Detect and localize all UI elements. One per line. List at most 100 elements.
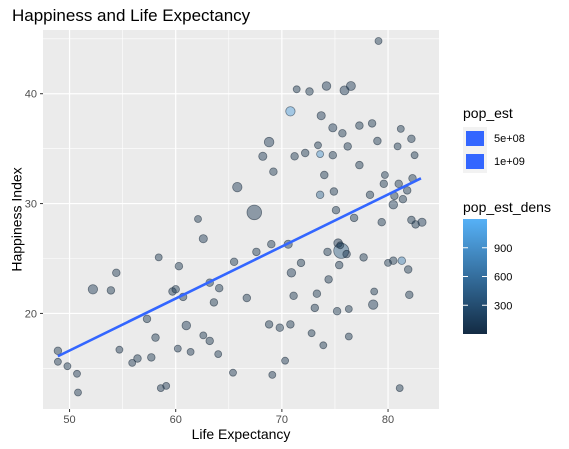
data-point <box>331 205 341 215</box>
data-points <box>53 37 427 397</box>
data-point <box>194 215 202 223</box>
data-point <box>335 260 344 270</box>
data-point <box>359 253 368 262</box>
data-point <box>321 81 332 91</box>
data-point <box>355 160 364 170</box>
data-point <box>214 350 223 359</box>
data-point <box>329 187 339 196</box>
data-point <box>345 81 356 91</box>
data-point <box>53 346 63 355</box>
data-point <box>405 290 414 299</box>
data-point <box>205 336 214 346</box>
data-point <box>380 171 389 179</box>
data-point <box>323 247 332 257</box>
y-tick-label: 20 <box>25 308 37 320</box>
data-point <box>186 347 195 356</box>
data-point <box>328 150 337 160</box>
data-point <box>312 289 322 298</box>
data-point <box>264 320 274 329</box>
data-point <box>54 357 62 366</box>
data-point <box>258 151 268 161</box>
data-point <box>296 258 306 268</box>
data-point <box>301 148 310 158</box>
data-point <box>173 344 182 353</box>
data-point <box>328 123 338 133</box>
data-point <box>349 213 359 223</box>
legend-size: pop_est 5e+08 1e+09 <box>463 105 525 173</box>
data-point <box>343 142 352 151</box>
data-point <box>403 186 412 195</box>
data-point <box>315 190 325 199</box>
data-point <box>275 323 284 332</box>
colorbar-ticks: 300 600 900 <box>463 243 512 312</box>
data-point <box>286 320 295 329</box>
data-point <box>305 87 314 96</box>
colorbar-label: 600 <box>494 272 512 284</box>
data-point <box>393 142 402 151</box>
data-point <box>106 286 116 295</box>
x-tick-label: 50 <box>63 414 75 426</box>
data-point <box>344 332 353 341</box>
chart-title: Happiness and Life Expectancy <box>12 6 251 25</box>
data-point <box>395 384 404 393</box>
data-point <box>281 356 290 365</box>
data-point <box>384 258 392 267</box>
legend-color-title: pop_est_dens <box>463 199 551 215</box>
data-point <box>333 238 343 248</box>
data-point <box>404 265 413 274</box>
data-point <box>252 247 261 257</box>
data-point <box>397 256 406 265</box>
trend-line <box>57 177 422 358</box>
data-point <box>316 150 325 159</box>
data-point <box>162 381 171 390</box>
data-point <box>290 152 299 161</box>
x-tick-label: 60 <box>170 414 182 426</box>
data-point <box>112 268 121 277</box>
data-point <box>394 179 403 188</box>
legend-size-swatch <box>466 131 484 146</box>
data-point <box>396 124 405 133</box>
data-point <box>324 275 333 284</box>
data-point <box>133 354 142 363</box>
data-point <box>319 341 328 350</box>
data-point <box>128 358 137 367</box>
data-point <box>267 239 276 249</box>
x-tick-label: 80 <box>382 414 394 426</box>
data-point <box>214 284 224 293</box>
legend-color: pop_est_dens 300 600 900 <box>463 199 551 334</box>
data-point <box>398 194 408 204</box>
data-point <box>338 129 347 138</box>
data-point <box>374 37 383 45</box>
data-point <box>181 320 192 331</box>
data-point <box>355 121 364 130</box>
data-point <box>286 268 297 278</box>
data-point <box>154 253 163 262</box>
data-point <box>198 234 208 244</box>
legend-size-title: pop_est <box>463 105 513 121</box>
data-point <box>232 182 243 193</box>
data-point <box>411 220 420 229</box>
data-point <box>307 329 316 338</box>
data-point <box>87 284 99 295</box>
data-point <box>365 190 375 199</box>
data-point <box>344 305 353 313</box>
data-point <box>316 111 326 121</box>
data-point <box>263 136 275 148</box>
data-point <box>407 215 416 225</box>
data-point <box>268 370 277 379</box>
colorbar-label: 300 <box>494 300 512 312</box>
data-point <box>151 333 160 342</box>
data-point <box>367 119 377 128</box>
y-axis-title: Happiness Index <box>9 167 25 271</box>
data-point <box>388 199 399 210</box>
data-point <box>63 362 72 371</box>
legend-size-swatch <box>466 154 484 169</box>
y-tick-label: 40 <box>25 89 37 101</box>
legend-size-items: 5e+08 1e+09 <box>463 127 525 173</box>
x-tick-label: 70 <box>276 414 288 426</box>
data-point <box>74 388 82 397</box>
legend-size-label: 1e+09 <box>494 156 525 168</box>
data-point <box>147 353 156 362</box>
data-point <box>229 368 237 377</box>
data-point <box>199 331 208 340</box>
